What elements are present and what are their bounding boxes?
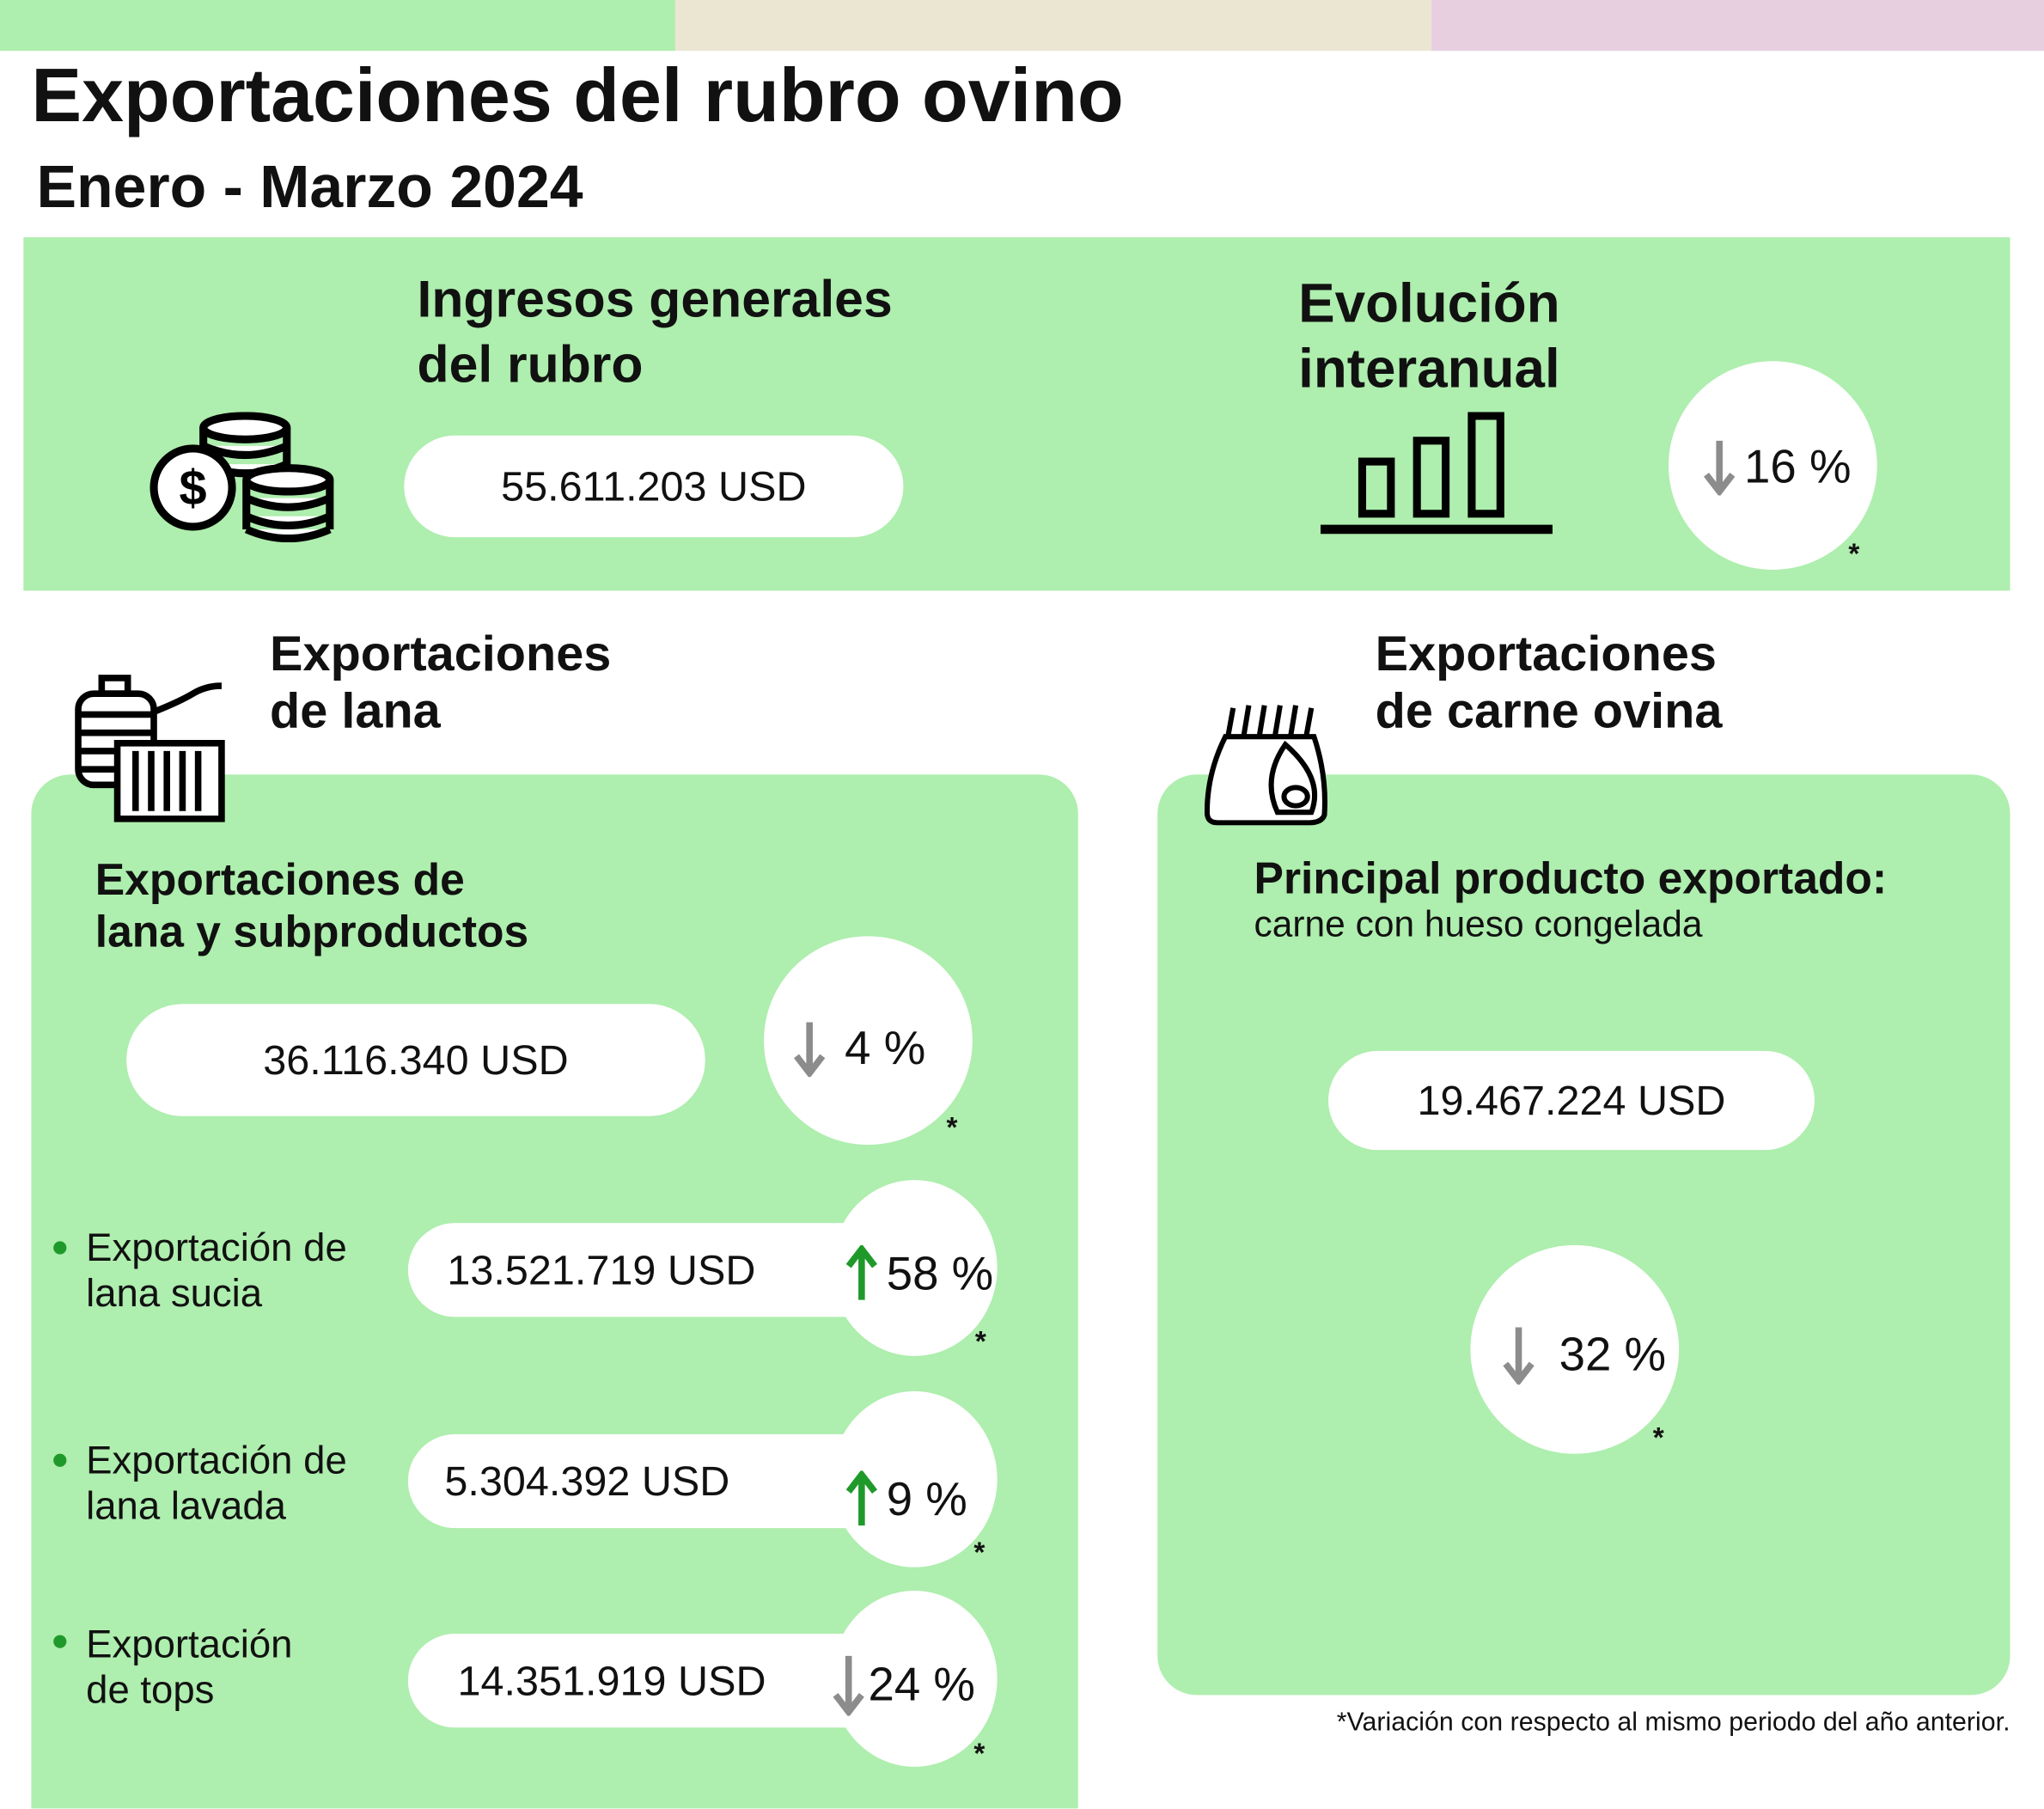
meat-rack-icon xyxy=(1204,698,1333,826)
lana-variation: 4 % xyxy=(792,1019,926,1078)
asterisk: * xyxy=(974,1324,986,1358)
arrow-down-icon xyxy=(833,1655,864,1716)
lana-item-label: Exportación de lana lavada xyxy=(86,1438,347,1529)
asterisk: * xyxy=(973,1536,985,1569)
label-line2: lana lavada xyxy=(86,1485,286,1529)
variation-text: 24 % xyxy=(868,1657,975,1711)
lana-item-value-pill: 13.521.719 USD xyxy=(407,1223,887,1317)
general-heading-line1: Ingresos generales xyxy=(417,271,893,329)
general-variation-circle xyxy=(1669,361,1877,571)
evolution-heading: Evolución interanual xyxy=(1298,272,1560,402)
bullet-icon xyxy=(53,1241,67,1255)
lana-item-value-pill: 5.304.392 USD xyxy=(407,1433,887,1529)
svg-text:$: $ xyxy=(180,461,207,516)
lana-variation-text: 4 % xyxy=(845,1020,926,1075)
lana-sub-heading: Exportaciones de lana y subproductos xyxy=(95,854,528,958)
lana-item-label: Exportación de lana sucia xyxy=(86,1225,347,1317)
evolution-heading-line2: interanual xyxy=(1298,337,1560,400)
carne-value-pill: 19.467.224 USD xyxy=(1328,1050,1815,1151)
lana-item-value-pill: 14.351.919 USD xyxy=(407,1634,887,1728)
arrow-up-icon xyxy=(845,1470,878,1526)
general-panel xyxy=(23,237,2010,591)
lana-sub-line2: lana y subproductos xyxy=(95,907,529,957)
bar-chart-icon xyxy=(1320,412,1553,535)
lana-value-pill: 36.116.340 USD xyxy=(126,1004,705,1116)
general-value-pill: 55.611.203 USD xyxy=(404,435,904,538)
carne-section-line1: Exportaciones xyxy=(1375,626,1717,682)
label-line1: Exportación xyxy=(86,1623,293,1666)
lana-variation-circle xyxy=(764,936,973,1146)
stripe-pink xyxy=(1431,0,2044,52)
general-heading-line2: del rubro xyxy=(417,336,644,394)
product-name: carne con hueso congelada xyxy=(1254,903,1703,944)
carne-variation-text: 32 % xyxy=(1559,1327,1667,1381)
bullet-icon xyxy=(53,1453,67,1467)
lana-item-variation-circle xyxy=(831,1590,998,1767)
lana-item-variation: 58 % xyxy=(845,1244,994,1303)
variation-text: 58 % xyxy=(886,1246,994,1300)
lana-section-heading: Exportaciones de lana xyxy=(270,626,611,741)
carne-panel xyxy=(1157,774,2010,1696)
lana-item-label: Exportación de tops xyxy=(86,1622,292,1713)
carne-variation: 32 % xyxy=(1502,1324,1667,1385)
asterisk: * xyxy=(946,1110,958,1144)
lana-section-line2: de lana xyxy=(270,684,441,740)
asterisk: * xyxy=(1848,537,1860,571)
arrow-up-icon xyxy=(845,1244,878,1300)
product-label: Principal producto exportado: xyxy=(1254,853,1888,904)
carne-section-heading: Exportaciones de carne ovina xyxy=(1376,626,1723,741)
evolution-heading-line1: Evolución xyxy=(1298,272,1560,334)
carne-variation-circle xyxy=(1470,1244,1680,1454)
footnote: *Variación con respecto al mismo periodo… xyxy=(1336,1708,2010,1737)
arrow-down-icon xyxy=(794,1022,826,1078)
asterisk: * xyxy=(1652,1421,1664,1454)
carne-section-line2: de carne ovina xyxy=(1375,684,1723,740)
lana-item-variation: 24 % xyxy=(832,1653,975,1716)
general-variation-text: 16 % xyxy=(1744,439,1852,493)
stripe-green xyxy=(0,0,675,52)
general-heading: Ingresos generales del rubro xyxy=(418,267,893,398)
stripe-beige xyxy=(674,0,1431,52)
general-variation: 16 % xyxy=(1702,438,1852,496)
arrow-down-icon xyxy=(1704,440,1736,496)
lana-item-variation: 9 % xyxy=(845,1470,967,1528)
asterisk: * xyxy=(973,1736,985,1769)
arrow-down-icon xyxy=(1503,1327,1535,1385)
label-line1: Exportación de xyxy=(86,1226,347,1270)
variation-text: 9 % xyxy=(886,1471,967,1526)
lana-section-line1: Exportaciones xyxy=(270,626,612,682)
page-title: Exportaciones del rubro ovino xyxy=(31,53,1124,138)
label-line2: lana sucia xyxy=(86,1272,263,1316)
label-line2: de tops xyxy=(86,1669,215,1713)
page-subtitle: Enero - Marzo 2024 xyxy=(36,152,583,221)
lana-sub-line1: Exportaciones de xyxy=(95,855,465,905)
wool-spool-icon xyxy=(73,673,229,824)
label-line1: Exportación de xyxy=(86,1439,347,1483)
coins-icon: $ xyxy=(147,412,336,543)
bullet-icon xyxy=(53,1635,67,1648)
